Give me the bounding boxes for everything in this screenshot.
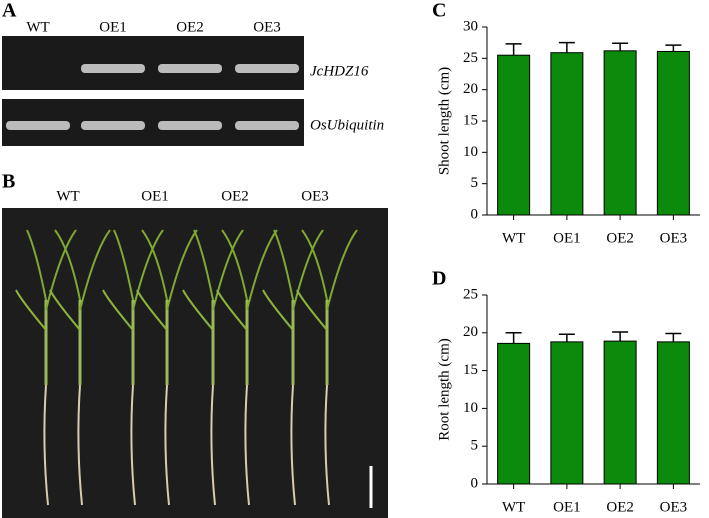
plant-leaf (45, 229, 77, 311)
plant-leaf (49, 289, 81, 331)
panel-label: C (432, 0, 446, 22)
x-tick-label: WT (502, 230, 525, 246)
plant-leaf (212, 229, 244, 311)
plant-leaf (292, 229, 324, 311)
x-tick-label: WT (502, 499, 525, 515)
error-bar (505, 332, 522, 344)
plant-leaf (182, 289, 214, 331)
y-tick-label: 20 (463, 81, 478, 97)
y-tick-label: 0 (471, 475, 479, 491)
error-bar (558, 41, 575, 53)
plant-leaf (216, 289, 248, 331)
plant-leaf (102, 289, 134, 331)
plant-leaf (246, 229, 278, 311)
plant-leaf (166, 229, 198, 311)
y-tick-label: 10 (463, 144, 478, 160)
plant-root (210, 384, 216, 506)
gel-band (235, 64, 299, 73)
x-tick-label: OE1 (553, 499, 581, 515)
gel-band (158, 64, 222, 73)
plant-root (164, 384, 170, 506)
bar (550, 341, 584, 485)
plant-leaf (193, 229, 214, 301)
y-tick-label: 20 (463, 324, 478, 340)
plant-leaf (326, 229, 358, 311)
y-tick-label: 5 (471, 438, 479, 454)
plant-root (324, 384, 330, 506)
panel-label: B (2, 171, 15, 193)
gel-band (81, 121, 145, 130)
bar (656, 50, 690, 216)
x-tick-label: OE3 (660, 499, 688, 515)
gene-label: OsUbiquitin (310, 117, 384, 133)
lane-label: OE2 (176, 19, 204, 35)
y-tick-label: 25 (463, 50, 478, 66)
x-tick-label: OE2 (606, 230, 634, 246)
line-label: OE3 (301, 188, 329, 204)
plant-leaf (113, 229, 134, 301)
panel-label: A (2, 0, 17, 22)
y-tick-label: 30 (463, 18, 478, 34)
gel-lane-strip (2, 36, 304, 90)
line-label: OE1 (141, 188, 169, 204)
plant-leaf (296, 289, 328, 331)
plant-root (43, 384, 49, 506)
error-bar (665, 332, 682, 342)
gel-band (158, 121, 222, 130)
bar (550, 52, 584, 216)
plant-leaf (141, 229, 168, 301)
panel-label: D (432, 268, 446, 290)
y-axis-label: Root length (cm) (436, 338, 452, 440)
lane-label: OE3 (253, 19, 281, 35)
bar (656, 341, 690, 485)
gene-label: JcHDZ16 (310, 63, 369, 79)
bar (497, 342, 531, 485)
plant-leaf (54, 229, 81, 301)
plant-root (244, 384, 250, 506)
plant-leaf (26, 229, 47, 301)
y-tick-label: 0 (471, 206, 479, 222)
plant-leaf (79, 229, 111, 311)
y-tick-label: 15 (463, 362, 478, 378)
y-axis-label: Shoot length (cm) (436, 67, 452, 175)
x-tick-label: OE2 (606, 499, 634, 515)
line-label: WT (56, 188, 79, 204)
plant-leaf (15, 289, 47, 331)
lane-label: WT (26, 19, 49, 35)
plant-leaf (301, 229, 328, 301)
bar (603, 50, 637, 216)
plant-leaf (221, 229, 248, 301)
plant-root (290, 384, 296, 506)
x-tick-label: OE1 (553, 230, 581, 246)
plant-leaf (132, 229, 164, 311)
plant-leaf (136, 289, 168, 331)
y-tick-label: 5 (471, 175, 479, 191)
y-tick-label: 15 (463, 112, 478, 128)
y-tick-label: 25 (463, 286, 478, 302)
plant-photo (2, 208, 388, 518)
line-label: OE2 (221, 188, 249, 204)
error-bar (612, 331, 629, 342)
error-bar (558, 333, 575, 342)
error-bar (665, 44, 682, 52)
error-bar (505, 43, 522, 56)
plant-leaf (273, 229, 294, 301)
y-tick-label: 10 (463, 400, 478, 416)
gel-band (235, 121, 299, 130)
lane-label: OE1 (99, 19, 127, 35)
bar (497, 54, 531, 216)
gel-band (6, 121, 70, 130)
plant-root (77, 384, 83, 506)
plant-leaf (262, 289, 294, 331)
error-bar (612, 42, 629, 51)
bar (603, 340, 637, 485)
x-tick-label: OE3 (660, 230, 688, 246)
gel-band (81, 64, 145, 73)
plant-root (130, 384, 136, 506)
